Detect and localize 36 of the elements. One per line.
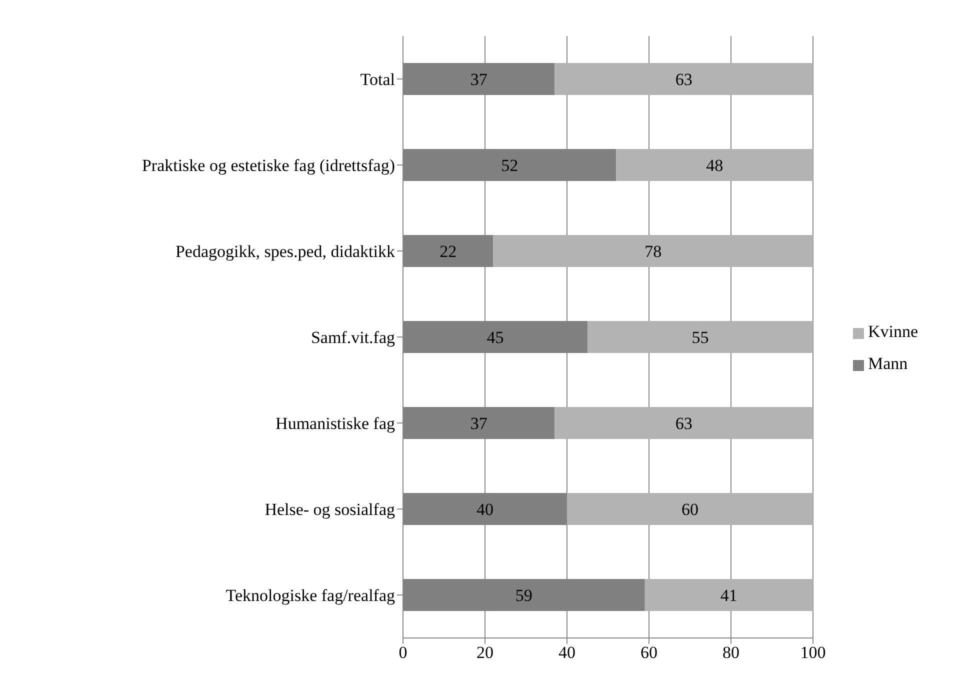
x-tick-label: 60 <box>640 643 658 662</box>
bar <box>566 493 813 525</box>
legend-label: Kvinne <box>868 322 918 341</box>
bar <box>493 235 813 267</box>
x-tick-label: 40 <box>558 643 576 662</box>
data-label: 41 <box>720 586 738 606</box>
data-label: 78 <box>644 242 662 262</box>
data-label: 22 <box>440 242 457 262</box>
y-tick-label: Helse- og sosialfag <box>264 500 396 520</box>
x-tick-label: 0 <box>398 643 408 662</box>
data-label: 52 <box>501 156 518 176</box>
data-label: 37 <box>470 414 488 434</box>
data-label: 40 <box>476 500 494 520</box>
data-label: 59 <box>515 586 532 606</box>
bar <box>587 321 813 353</box>
x-tick-label: 100 <box>800 643 826 662</box>
bar <box>554 63 813 95</box>
data-label: 60 <box>681 500 698 520</box>
data-label: 48 <box>706 156 724 176</box>
bar <box>644 579 813 611</box>
y-tick-label: Praktiske og estetiske fag (idrettsfag) <box>142 156 395 176</box>
bar <box>616 149 813 181</box>
data-label: 55 <box>692 328 709 348</box>
y-tick-label: Total <box>360 70 396 90</box>
data-label: 63 <box>675 70 692 90</box>
legend-label: Mann <box>868 354 908 373</box>
y-tick-label: Teknologiske fag/realfag <box>226 586 396 606</box>
data-label: 63 <box>675 414 692 434</box>
x-tick-label: 80 <box>722 643 740 662</box>
data-label: 45 <box>486 328 504 348</box>
data-label: 37 <box>470 70 488 90</box>
bar <box>554 407 813 439</box>
y-tick-label: Humanistiske fag <box>276 414 396 434</box>
y-tick-label: Pedagogikk, spes.ped, didaktikk <box>175 242 396 262</box>
x-tick-label: 20 <box>476 643 494 662</box>
y-tick-label: Samf.vit.fag <box>310 328 396 348</box>
